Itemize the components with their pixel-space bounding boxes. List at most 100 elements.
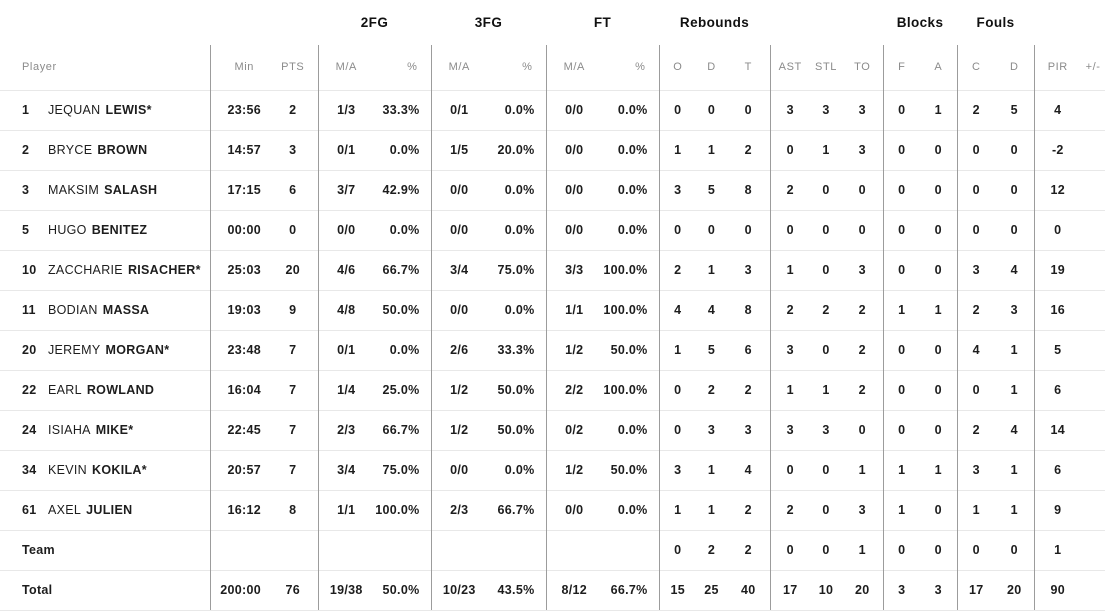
blocks-for-cell: 0	[883, 529, 921, 570]
fg3-percent-cell: 0.0%	[487, 169, 547, 210]
fg3-percent-cell: 33.3%	[487, 329, 547, 370]
minutes-cell: 20:57	[210, 449, 268, 490]
col-header-ast: AST	[778, 61, 802, 74]
minutes-cell: 22:45	[210, 409, 268, 450]
blocks-for-cell: 1	[883, 489, 921, 530]
fouls-drawn-cell: 1	[995, 489, 1035, 530]
table-row: 22 EARL ROWLAND 16:04 7 1/4 25.0% 1/2 50.0…	[0, 369, 1105, 410]
blocks-against-cell: 0	[920, 209, 958, 250]
turnovers-cell: 0	[842, 209, 884, 250]
ft-made-attempted-cell: 0/2	[546, 409, 602, 450]
group-header-3fg: 3FG	[474, 15, 503, 30]
plusminus-cell	[1081, 289, 1105, 330]
points-cell: 9	[268, 289, 319, 330]
plusminus-cell	[1081, 209, 1105, 250]
assists-cell: 2	[770, 489, 811, 530]
player-number: 11	[22, 303, 36, 317]
assists-cell: 3	[770, 329, 811, 370]
player-cell: 11 BODIAN MASSA	[0, 289, 211, 330]
fg3-made-attempted-cell: 10/23	[431, 569, 487, 611]
player-last-name: MIKE*	[95, 423, 134, 437]
blocks-for-cell: 0	[883, 409, 921, 450]
total-rebounds-cell: 2	[727, 529, 771, 570]
minutes-cell: 200:00	[210, 569, 268, 611]
blocks-against-cell: 0	[920, 409, 958, 450]
steals-cell: 0	[810, 169, 843, 210]
ft-percent-cell: 66.7%	[602, 569, 660, 611]
fg2-percent-cell: 100.0%	[374, 489, 432, 530]
table-row: Total 200:00 76 19/38 50.0% 10/23 43.5% …	[0, 569, 1105, 611]
player-number: 2	[22, 143, 30, 157]
offensive-rebounds-cell: 0	[659, 89, 697, 130]
minutes-cell: 14:57	[210, 129, 268, 170]
assists-cell: 3	[770, 89, 811, 130]
fouls-drawn-cell: 0	[995, 129, 1035, 170]
assists-cell: 2	[770, 169, 811, 210]
plusminus-cell	[1081, 489, 1105, 530]
fg3-made-attempted-cell: 0/0	[431, 449, 487, 490]
fg2-made-attempted-cell: 1/4	[318, 369, 374, 410]
ft-made-attempted-cell: 1/1	[546, 289, 602, 330]
turnovers-cell: 2	[842, 329, 884, 370]
group-header-ft: FT	[593, 15, 612, 30]
steals-cell: 0	[810, 489, 843, 530]
pir-cell: -2	[1034, 129, 1082, 170]
fouls-drawn-cell: 1	[995, 449, 1035, 490]
fg3-percent-cell: 0.0%	[487, 209, 547, 250]
fg3-made-attempted-cell	[431, 529, 487, 570]
blocks-for-cell: 1	[883, 289, 921, 330]
group-spacer-minpts	[210, 0, 318, 45]
player-last-name: RISACHER*	[127, 263, 201, 277]
fg3-percent-cell: 43.5%	[487, 569, 547, 611]
player-cell: Total	[0, 569, 211, 611]
offensive-rebounds-cell: 4	[659, 289, 697, 330]
fg2-made-attempted-cell: 1/3	[318, 89, 374, 130]
defensive-rebounds-cell: 1	[696, 249, 728, 290]
fg2-made-attempted-cell: 0/0	[318, 209, 374, 250]
col-header-3fg-ma: M/A	[448, 61, 470, 74]
player-number: 34	[22, 463, 37, 477]
total-rebounds-cell: 2	[727, 369, 771, 410]
fouls-committed-cell: 4	[957, 329, 996, 370]
player-last-name: MASSA	[102, 303, 150, 317]
offensive-rebounds-cell: 2	[659, 249, 697, 290]
assists-cell: 2	[770, 289, 811, 330]
points-cell: 7	[268, 409, 319, 450]
blocks-for-cell: 0	[883, 89, 921, 130]
col-header-reb-o: O	[673, 61, 683, 74]
ft-percent-cell: 0.0%	[602, 489, 660, 530]
fouls-drawn-cell: 5	[995, 89, 1035, 130]
col-header-ft-ma: M/A	[563, 61, 585, 74]
turnovers-cell: 2	[842, 369, 884, 410]
blocks-for-cell: 0	[883, 249, 921, 290]
player-cell: 22 EARL ROWLAND	[0, 369, 211, 410]
plusminus-cell	[1081, 449, 1105, 490]
ft-made-attempted-cell	[546, 529, 602, 570]
player-number: 3	[22, 183, 30, 197]
fouls-committed-cell: 3	[957, 449, 996, 490]
assists-cell: 17	[770, 569, 811, 611]
ft-percent-cell: 0.0%	[602, 209, 660, 250]
fg2-made-attempted-cell: 3/7	[318, 169, 374, 210]
assists-cell: 1	[770, 249, 811, 290]
player-first-name: JEREMY	[48, 343, 101, 357]
steals-cell: 2	[810, 289, 843, 330]
group-header-blocks: Blocks	[896, 15, 944, 30]
fouls-committed-cell: 0	[957, 529, 996, 570]
plusminus-cell	[1081, 169, 1105, 210]
player-number: 20	[22, 343, 37, 357]
player-last-name: ROWLAND	[86, 383, 155, 397]
player-last-name: SALASH	[104, 183, 158, 197]
fouls-drawn-cell: 1	[995, 329, 1035, 370]
turnovers-cell: 0	[842, 409, 884, 450]
player-number: 1	[22, 103, 30, 117]
steals-cell: 1	[810, 369, 843, 410]
ft-percent-cell: 0.0%	[602, 409, 660, 450]
player-first-name: EARL	[48, 383, 82, 397]
plusminus-cell	[1081, 369, 1105, 410]
steals-cell: 1	[810, 129, 843, 170]
steals-cell: 3	[810, 89, 843, 130]
points-cell: 7	[268, 329, 319, 370]
ft-percent-cell: 50.0%	[602, 329, 660, 370]
fg3-percent-cell: 50.0%	[487, 409, 547, 450]
